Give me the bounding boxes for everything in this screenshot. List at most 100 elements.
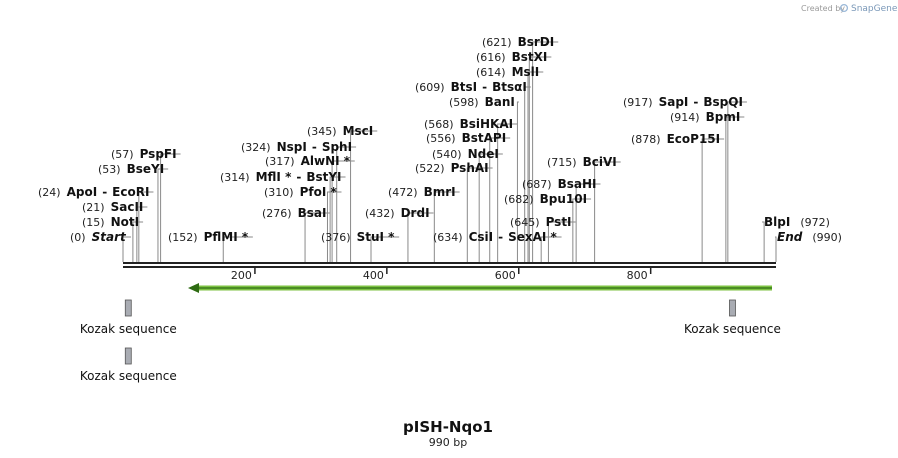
site-label[interactable]: (432) DrdI	[365, 206, 430, 220]
site-name: BsiHKAI	[460, 117, 514, 131]
site-name: BtsI	[451, 80, 478, 94]
feature-kozak[interactable]: Kozak sequence	[684, 299, 781, 336]
site-label[interactable]: (598) BanI	[449, 95, 515, 109]
site-label[interactable]: (324) NspI - SphI	[241, 140, 352, 154]
site-label[interactable]: (472) BmrI	[388, 185, 456, 199]
site-name: SapI	[659, 95, 689, 109]
site-label[interactable]: (152) PflMI *	[168, 230, 249, 244]
svg-text:(345)MscI: (345) MscI	[307, 124, 373, 138]
site-label[interactable]: (634) CsiI - SexAI *	[433, 230, 558, 244]
site-label[interactable]: End (990)	[777, 230, 842, 244]
site-label[interactable]: (522) PshAI	[415, 161, 489, 175]
site-label[interactable]: (0) Start	[70, 230, 127, 244]
site-label[interactable]: (878) EcoP15I	[631, 132, 720, 146]
site-name: NotI	[111, 215, 140, 229]
site-leader	[466, 167, 493, 262]
svg-text:(568)BsiHKAI: (568) BsiHKAI	[424, 117, 513, 131]
site-name: BsaHI	[558, 177, 597, 191]
site-name: ApoI	[67, 185, 98, 199]
feature-kozak[interactable]: Kozak sequence	[80, 299, 177, 336]
site-leader	[727, 101, 747, 262]
svg-text:(878)EcoP15I: (878) EcoP15I	[631, 132, 720, 146]
site-label[interactable]: (317) AlwNI *	[265, 154, 351, 168]
svg-text:Created by: Created by	[801, 4, 845, 13]
site-name-2: EcoRI	[112, 185, 149, 199]
site-label[interactable]: (540) NdeI	[432, 147, 499, 161]
site-name: PfoI *	[300, 185, 338, 199]
site-label[interactable]: (276) BsaI	[262, 206, 326, 220]
site-label[interactable]: (345) MscI	[307, 124, 373, 138]
site-name: MflI *	[256, 170, 292, 184]
site-position: (0)	[70, 231, 86, 244]
site-label[interactable]: (715) BciVI	[547, 155, 617, 169]
map-length: 990 bp	[429, 436, 467, 449]
site-leader	[326, 191, 342, 262]
site-label[interactable]: (21) SacII	[82, 200, 143, 214]
site-position: (598)	[449, 96, 479, 109]
site-label[interactable]: (57) PspFI	[111, 147, 177, 161]
site-leader	[575, 183, 601, 262]
site-name: MslI	[512, 65, 540, 79]
site-dash: -	[102, 185, 107, 199]
orf-arrow[interactable]	[188, 283, 772, 293]
feature-box	[729, 299, 736, 317]
svg-text:(634)CsiI-SexAI *: (634) CsiI - SexAI *	[433, 230, 558, 244]
site-label[interactable]: BlpI (972)	[764, 215, 830, 229]
site-name: PflMI *	[204, 230, 249, 244]
site-label[interactable]: (53) BseYI	[98, 162, 164, 176]
site-label[interactable]: (556) BstAPI	[426, 131, 506, 145]
ruler-tick-label: 800	[627, 269, 648, 282]
site-dash: -	[693, 95, 698, 109]
site-label[interactable]: (15) NotI	[82, 215, 139, 229]
site-position: (540)	[432, 148, 462, 161]
site-position: (57)	[111, 148, 134, 161]
site-position: (317)	[265, 155, 295, 168]
svg-text:(376)StuI *: (376) StuI *	[321, 230, 395, 244]
svg-text:(0)Start: (0) Start	[70, 230, 127, 244]
feature-label: Kozak sequence	[684, 322, 781, 336]
site-label[interactable]: (376) StuI *	[321, 230, 395, 244]
site-label[interactable]: (917) SapI - BspQI	[623, 95, 743, 109]
site-name-2: BspQI	[703, 95, 743, 109]
site-label[interactable]: (687) BsaHI	[522, 177, 597, 191]
site-name: PstI	[546, 215, 572, 229]
site-name: BstXI	[512, 50, 548, 64]
site-label[interactable]: (310) PfoI *	[264, 185, 337, 199]
site-label[interactable]: (568) BsiHKAI	[424, 117, 513, 131]
dna-backbone	[123, 262, 776, 268]
site-position: (53)	[98, 163, 121, 176]
site-leader	[136, 206, 148, 262]
site-position: (621)	[482, 36, 512, 49]
feature-box	[124, 299, 132, 317]
site-label[interactable]: (645) PstI	[510, 215, 572, 229]
site-label[interactable]: (614) MslI	[476, 65, 539, 79]
site-label[interactable]: (24) ApoI - EcoRI	[38, 185, 149, 199]
site-label[interactable]: (616) BstXI	[476, 50, 547, 64]
site-leader	[336, 146, 357, 262]
site-name-2: BstYI	[306, 170, 341, 184]
site-name: BsrDI	[518, 35, 555, 49]
site-label[interactable]: (621) BsrDI	[482, 35, 554, 49]
site-leader	[478, 153, 503, 262]
svg-text:End(990): End (990)	[777, 230, 842, 244]
feature-label: Kozak sequence	[80, 322, 177, 336]
site-label[interactable]: (609) BtsI - BtsαI	[415, 80, 527, 94]
site-name: MscI	[343, 124, 374, 138]
svg-text:BlpI(972): BlpI (972)	[764, 215, 830, 229]
site-label[interactable]: (914) BpmI	[670, 110, 740, 124]
site-position: (310)	[264, 186, 294, 199]
site-position: (609)	[415, 81, 445, 94]
site-name: Bpu10I	[540, 192, 587, 206]
site-name: NspI	[277, 140, 307, 154]
site-label[interactable]: (682) Bpu10I	[504, 192, 587, 206]
site-leader	[572, 198, 592, 262]
site-leader	[350, 130, 378, 262]
ruler-tick-label: 400	[363, 269, 384, 282]
feature-kozak[interactable]: Kozak sequence	[80, 347, 177, 383]
site-position: (276)	[262, 207, 292, 220]
site-name: AlwNI *	[301, 154, 351, 168]
site-label[interactable]: (314) MflI * - BstYI	[220, 170, 342, 184]
ruler: 200 400 600 800	[231, 267, 652, 282]
map-title: pISH-Nqo1	[403, 418, 493, 436]
site-leader	[762, 221, 765, 262]
